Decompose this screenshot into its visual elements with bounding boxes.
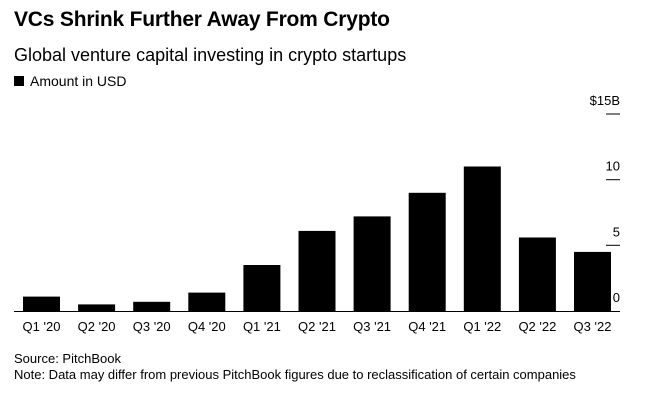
chart-subtitle: Global venture capital investing in cryp… [14,45,407,65]
bar-q4-20 [188,292,226,311]
bar-q1-21 [243,265,281,311]
bar-q2-22 [518,237,556,311]
x-tick-label: Q1 '21 [243,319,281,334]
bar-q3-20 [133,301,171,311]
x-tick-label: Q2 '20 [78,319,116,334]
x-tick-label: Q4 '20 [188,319,226,334]
bar-q1-22 [463,166,501,311]
bar-q1-20 [23,296,60,311]
legend-swatch [14,76,24,86]
y-tick-label: 10 [606,159,620,174]
x-tick-label: Q2 '21 [298,319,336,334]
legend: Amount in USD [14,73,126,89]
bar-q2-20 [78,304,116,311]
bar-q3-22 [574,251,611,311]
x-tick-label: Q1 '20 [23,319,61,334]
x-tick-label: Q3 '22 [574,319,612,334]
source-note: Source: PitchBook [14,351,121,366]
y-tick-label: 0 [613,290,620,305]
y-tick-label: 5 [613,224,620,239]
legend-label: Amount in USD [30,73,127,89]
x-tick-label: Q4 '21 [408,319,446,334]
y-tick-label: $15B [590,93,620,108]
x-tick-label: Q3 '20 [133,319,171,334]
chart-title: VCs Shrink Further Away From Crypto [14,8,390,31]
footnote: Note: Data may differ from previous Pitc… [14,367,576,382]
x-tick-label: Q1 '22 [463,319,501,334]
bar-q3-21 [353,216,391,311]
x-tick-label: Q3 '21 [353,319,391,334]
bar-q2-21 [298,230,336,311]
x-tick-label: Q2 '22 [518,319,556,334]
bar-q4-21 [408,192,446,311]
